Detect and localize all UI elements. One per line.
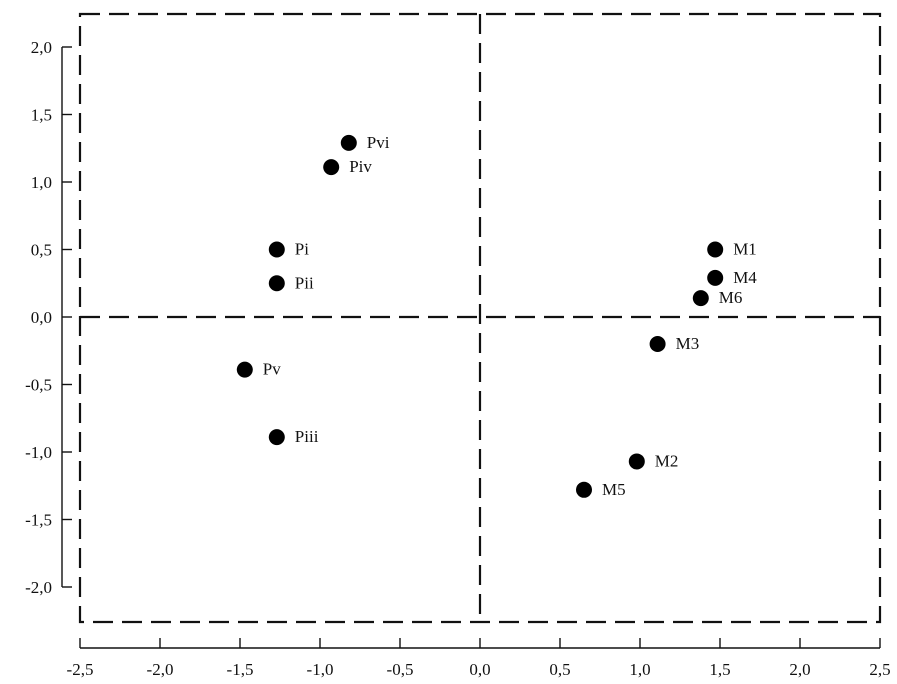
- data-point-label: M4: [733, 268, 757, 287]
- x-tick-label: -0,5: [387, 660, 414, 679]
- x-tick-label: 1,5: [709, 660, 730, 679]
- y-tick-label: -2,0: [25, 578, 52, 597]
- data-point-piii: [268, 429, 285, 446]
- data-point-label: Piii: [295, 427, 319, 446]
- x-tick-label: 0,5: [549, 660, 570, 679]
- y-tick-label: 0,0: [31, 308, 52, 327]
- data-point-m4: [707, 269, 724, 286]
- data-point-pvi: [340, 134, 357, 151]
- data-point-label: Pv: [263, 360, 281, 379]
- data-point-pii: [268, 275, 285, 292]
- data-point-label: M6: [719, 288, 743, 307]
- data-point-label: M3: [676, 334, 700, 353]
- data-point-pv: [236, 361, 253, 378]
- x-tick-label: 1,0: [629, 660, 650, 679]
- data-point-label: M5: [602, 480, 626, 499]
- y-tick-label: -1,0: [25, 443, 52, 462]
- x-tick-label: 2,5: [869, 660, 890, 679]
- x-tick-label: -1,0: [307, 660, 334, 679]
- x-tick-label: -2,5: [67, 660, 94, 679]
- data-point-label: Piv: [349, 157, 372, 176]
- data-point-label: M2: [655, 451, 679, 470]
- data-point-label: Pvi: [367, 133, 390, 152]
- x-tick-label: 0,0: [469, 660, 490, 679]
- data-point-label: Pii: [295, 273, 314, 292]
- data-point-m1: [707, 241, 724, 258]
- y-tick-label: 1,0: [31, 173, 52, 192]
- data-point-label: Pi: [295, 240, 309, 259]
- data-point-m3: [649, 336, 666, 352]
- y-tick-label: 1,5: [31, 106, 52, 125]
- data-point-m5: [576, 481, 592, 498]
- data-point-m2: [628, 453, 645, 470]
- data-point-piv: [323, 159, 340, 176]
- data-point-m6: [692, 290, 709, 307]
- data-point-pi: [268, 241, 285, 258]
- y-tick-label: -1,5: [25, 511, 52, 530]
- y-tick-label: 0,5: [31, 241, 52, 260]
- x-tick-label: 2,0: [789, 660, 810, 679]
- x-tick-label: -1,5: [227, 660, 254, 679]
- x-tick-label: -2,0: [147, 660, 174, 679]
- y-tick-label: -0,5: [25, 376, 52, 395]
- y-tick-label: 2,0: [31, 38, 52, 57]
- data-point-label: M1: [733, 240, 757, 259]
